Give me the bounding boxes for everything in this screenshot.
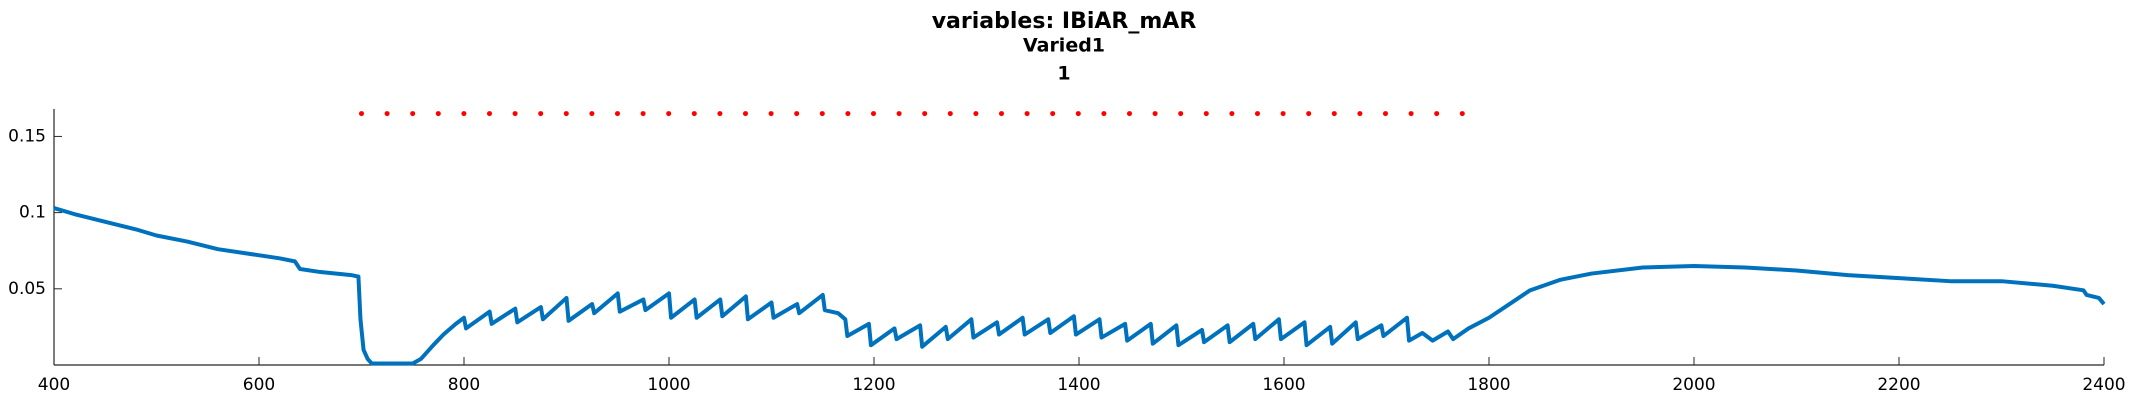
- x-tick-label: 600: [243, 375, 275, 395]
- x-tick-label: 1200: [852, 375, 895, 395]
- x-tick-label: 1000: [647, 375, 690, 395]
- y-tick-label: 0.1: [19, 203, 46, 223]
- x-tick-label: 400: [38, 375, 70, 395]
- x-tick-label: 800: [448, 375, 480, 395]
- x-tick-label: 1600: [1262, 375, 1305, 395]
- x-tick-label: 2200: [1877, 375, 1920, 395]
- x-tick-label: 1800: [1467, 375, 1510, 395]
- x-tick-label: 2400: [2082, 375, 2125, 395]
- x-tick-label: 1400: [1057, 375, 1100, 395]
- y-tick-label: 0.15: [8, 126, 46, 146]
- chart-title: variables: IBiAR_mAR: [932, 9, 1197, 34]
- y-tick-label: 0.05: [8, 279, 46, 299]
- series-line: [53, 206, 2106, 366]
- x-tick-label: 2000: [1672, 375, 1715, 395]
- chart-subtitle: 1: [1057, 63, 1070, 85]
- chart-subtitle: Varied1: [1023, 35, 1105, 57]
